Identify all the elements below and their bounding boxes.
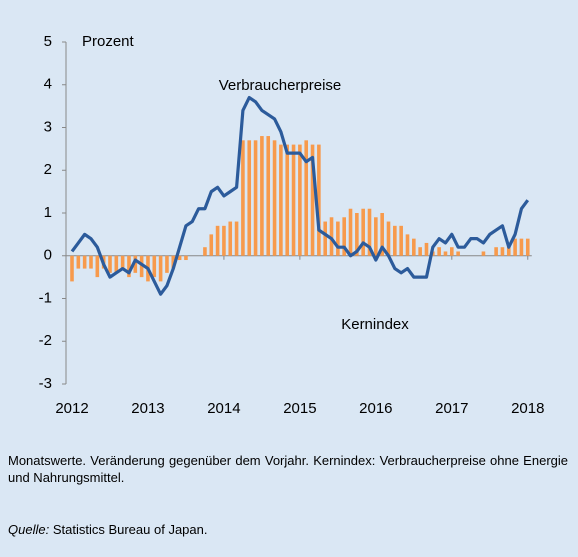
y-tick-label: 1 [44, 204, 52, 221]
y-tick-label: 4 [44, 76, 52, 93]
bar [456, 251, 460, 256]
bar [203, 247, 207, 256]
bar [367, 208, 372, 256]
bar [133, 255, 138, 273]
bar [209, 234, 214, 256]
bar [481, 251, 486, 256]
bar [247, 140, 252, 256]
bar [450, 247, 454, 256]
x-tick-label: 2018 [511, 400, 544, 417]
bar [380, 213, 384, 256]
bar [348, 208, 353, 256]
x-tick-label: 2013 [131, 400, 164, 417]
bar [298, 144, 302, 256]
bar [177, 255, 182, 261]
bar [95, 255, 100, 278]
x-tick-label: 2012 [55, 400, 88, 417]
bar [323, 221, 327, 256]
bar [266, 136, 271, 256]
bar [89, 255, 93, 269]
chart: Prozent Verbraucherpreise Kernindex -3 -2… [39, 33, 545, 417]
x-tick-label: 2014 [207, 400, 240, 417]
series-annotation: Kernindex [341, 316, 409, 333]
bar [304, 140, 309, 256]
bar [513, 238, 517, 256]
bar [165, 255, 169, 273]
bar [108, 255, 112, 273]
bar [506, 247, 511, 256]
bar [253, 140, 258, 256]
bar [184, 255, 188, 261]
y-tick-label: -3 [39, 375, 52, 392]
bar [272, 140, 277, 256]
bar [82, 255, 87, 269]
bar [500, 247, 505, 256]
bar [418, 247, 422, 256]
bar [70, 255, 74, 282]
source-label: Quelle: [8, 522, 50, 537]
bar [386, 221, 391, 256]
bar [329, 217, 334, 256]
bar [234, 221, 239, 256]
source-text: Statistics Bureau of Japan. [52, 522, 208, 537]
bar [336, 221, 340, 256]
x-tick-label: 2017 [435, 400, 468, 417]
bar [494, 247, 498, 256]
bar [443, 251, 448, 256]
bar [291, 144, 296, 256]
bar [393, 225, 397, 256]
bar [525, 238, 530, 256]
bar [139, 255, 144, 278]
bar [158, 255, 163, 282]
source: Quelle: Statistics Bureau of Japan. [8, 522, 207, 537]
bar [424, 242, 429, 256]
bar [317, 144, 321, 256]
y-tick-label: -2 [39, 332, 52, 349]
bar [342, 217, 346, 256]
bar [260, 136, 264, 256]
line [70, 95, 530, 296]
bar [355, 213, 359, 256]
y-axis-label: Prozent [82, 33, 135, 50]
bar [437, 247, 441, 256]
bar [399, 225, 403, 256]
y-tick-label: 5 [44, 33, 52, 50]
bar [114, 255, 119, 273]
bar [76, 255, 81, 269]
y-tick-label: -1 [39, 289, 52, 306]
bar [120, 255, 125, 269]
y-tick-label: 2 [44, 161, 52, 178]
bar [285, 144, 290, 256]
bar [228, 221, 233, 256]
bar [405, 234, 410, 256]
y-tick-label: 0 [44, 247, 52, 264]
bar [215, 225, 220, 256]
footnote: Monatswerte. Veränderung gegenüber dem V… [8, 453, 568, 485]
bar [374, 217, 378, 256]
bar [361, 208, 365, 256]
x-tick-label: 2016 [359, 400, 392, 417]
bar [152, 255, 157, 278]
x-tick-label: 2015 [283, 400, 316, 417]
series-annotation: Verbraucherpreise [219, 77, 342, 94]
bar [310, 144, 315, 256]
bar [519, 238, 524, 256]
y-tick-label: 3 [44, 118, 52, 135]
bar [279, 144, 283, 256]
bar [241, 140, 245, 256]
bar [412, 238, 416, 256]
bar [171, 255, 176, 269]
bar [222, 225, 226, 256]
bar [127, 255, 131, 278]
